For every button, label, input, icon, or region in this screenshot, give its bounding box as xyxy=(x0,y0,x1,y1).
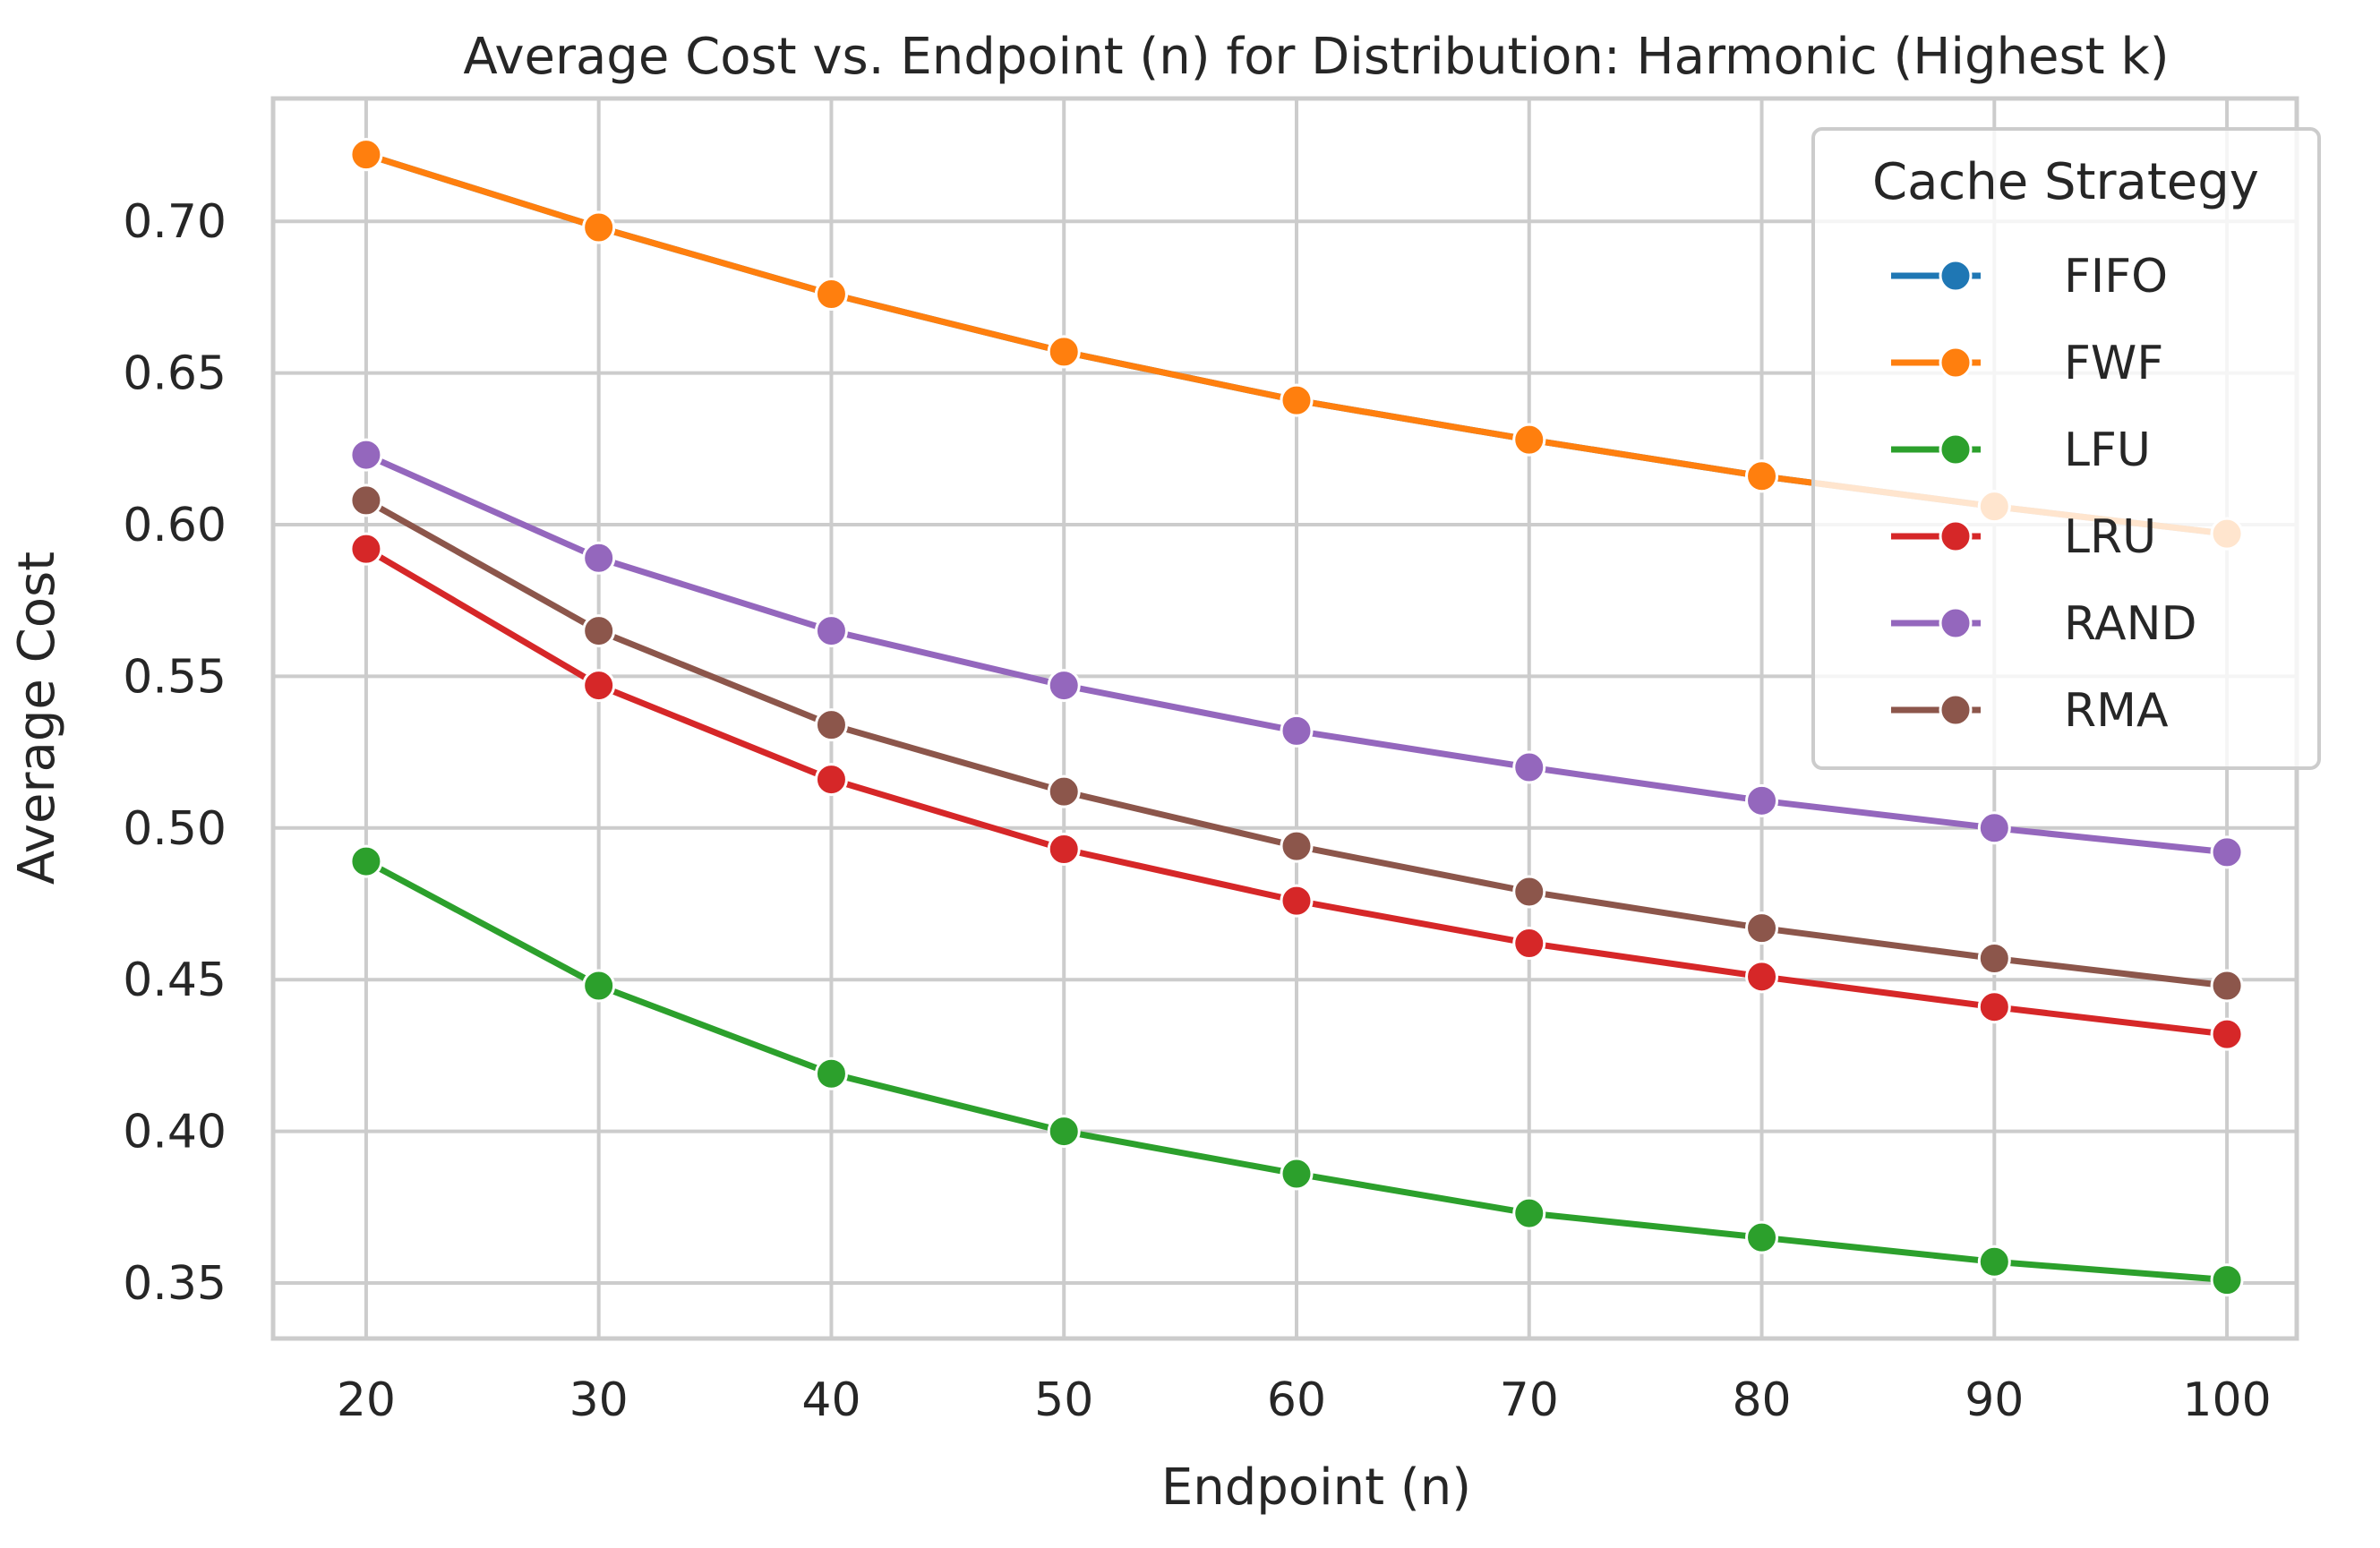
legend-swatch-marker xyxy=(1939,693,1973,727)
legend-label: RAND xyxy=(2064,597,2197,651)
y-tick-labels: 0.35 0.40 0.45 0.50 0.55 0.60 0.65 0.70 xyxy=(123,195,227,1311)
data-point-rand xyxy=(2210,835,2244,869)
legend-items: FIFO FWF LFU LRU RAND RMA xyxy=(1891,250,2197,738)
data-point-fwf xyxy=(1047,335,1081,369)
series-points xyxy=(349,138,2244,1297)
data-point-lfu xyxy=(582,969,616,1003)
data-point-lru xyxy=(349,532,383,566)
y-tick-label: 0.40 xyxy=(123,1106,227,1159)
data-point-lfu xyxy=(1280,1157,1314,1191)
x-tick-label: 60 xyxy=(1267,1373,1326,1427)
legend-item-rand: RAND xyxy=(1891,597,2197,651)
legend-swatch-marker xyxy=(1939,606,1973,640)
data-point-rma xyxy=(1977,941,2011,975)
legend-item-rma: RMA xyxy=(1891,684,2169,738)
series-markers-rma xyxy=(349,483,2244,1003)
x-tick-label: 80 xyxy=(1732,1373,1791,1427)
data-point-rma xyxy=(1047,774,1081,808)
y-tick-label: 0.60 xyxy=(123,499,227,552)
series-markers-lru xyxy=(349,532,2244,1051)
data-point-rma xyxy=(1280,829,1314,863)
data-point-lru xyxy=(2210,1017,2244,1051)
x-tick-label: 30 xyxy=(569,1373,629,1427)
legend-label: RMA xyxy=(2064,684,2169,738)
data-point-lru xyxy=(1745,960,1779,994)
y-tick-label: 0.50 xyxy=(123,802,227,856)
data-point-rand xyxy=(1047,669,1081,703)
data-point-fwf xyxy=(349,138,383,172)
x-axis-label: Endpoint (n) xyxy=(1161,1458,1471,1517)
data-point-lfu xyxy=(1745,1220,1779,1254)
legend-item-fifo: FIFO xyxy=(1891,250,2168,304)
x-tick-label: 40 xyxy=(801,1373,860,1427)
data-point-lfu xyxy=(814,1056,848,1090)
data-point-fwf xyxy=(582,210,616,244)
data-point-rma xyxy=(349,483,383,517)
data-point-rand xyxy=(814,614,848,648)
data-point-lru xyxy=(814,763,848,797)
y-axis-label: Average Cost xyxy=(8,552,66,885)
data-point-fwf xyxy=(814,278,848,312)
chart-title: Average Cost vs. Endpoint (n) for Distri… xyxy=(463,28,2169,86)
x-tick-labels: 20 30 40 50 60 70 80 90 100 xyxy=(337,1373,2272,1427)
legend: Cache Strategy FIFO FWF LFU LRU RAND RMA xyxy=(1811,127,2321,770)
data-point-rma xyxy=(1512,875,1546,909)
legend-label: LFU xyxy=(2064,423,2151,477)
data-point-fwf xyxy=(1280,383,1314,417)
y-tick-label: 0.65 xyxy=(123,347,227,401)
legend-swatch-marker xyxy=(1939,259,1973,293)
legend-title: Cache Strategy xyxy=(1872,153,2259,211)
legend-label: FWF xyxy=(2064,337,2163,390)
data-point-lru xyxy=(1047,833,1081,867)
y-tick-label: 0.70 xyxy=(123,195,227,249)
x-tick-label: 100 xyxy=(2182,1373,2271,1427)
data-point-fwf xyxy=(1745,459,1779,493)
data-point-lfu xyxy=(2210,1263,2244,1297)
series-markers-lfu xyxy=(349,844,2244,1297)
data-point-rand xyxy=(349,438,383,472)
x-tick-label: 50 xyxy=(1034,1373,1093,1427)
data-point-lfu xyxy=(1047,1115,1081,1149)
legend-label: FIFO xyxy=(2064,250,2168,304)
data-point-lfu xyxy=(349,844,383,878)
data-point-lru xyxy=(582,669,616,703)
data-point-rand xyxy=(1977,811,2011,845)
data-point-rand xyxy=(1745,783,1779,817)
data-point-rand xyxy=(582,541,616,575)
series-markers-rand xyxy=(349,438,2244,869)
y-tick-label: 0.45 xyxy=(123,954,227,1007)
data-point-rma xyxy=(2210,969,2244,1003)
x-tick-label: 20 xyxy=(337,1373,396,1427)
legend-box xyxy=(1811,127,2321,770)
data-point-rma xyxy=(1745,911,1779,945)
legend-label: LRU xyxy=(2064,510,2156,564)
legend-swatch-marker xyxy=(1939,346,1973,380)
data-point-lfu xyxy=(1977,1244,2011,1279)
legend-item-fwf: FWF xyxy=(1891,337,2163,390)
y-tick-label: 0.55 xyxy=(123,650,227,704)
y-tick-label: 0.35 xyxy=(123,1257,227,1311)
x-tick-label: 90 xyxy=(1965,1373,2024,1427)
legend-swatch-marker xyxy=(1939,432,1973,466)
data-point-rma xyxy=(582,614,616,648)
data-point-lru xyxy=(1977,990,2011,1024)
legend-item-lfu: LFU xyxy=(1891,423,2151,477)
data-point-rand xyxy=(1512,750,1546,784)
legend-swatch-marker xyxy=(1939,519,1973,553)
legend-item-lru: LRU xyxy=(1891,510,2156,564)
data-point-rma xyxy=(814,708,848,742)
data-point-lru xyxy=(1512,927,1546,961)
data-point-fwf xyxy=(1512,423,1546,457)
x-tick-label: 70 xyxy=(1500,1373,1559,1427)
data-point-lru xyxy=(1280,884,1314,918)
data-point-lfu xyxy=(1512,1196,1546,1230)
data-point-rand xyxy=(1280,714,1314,748)
